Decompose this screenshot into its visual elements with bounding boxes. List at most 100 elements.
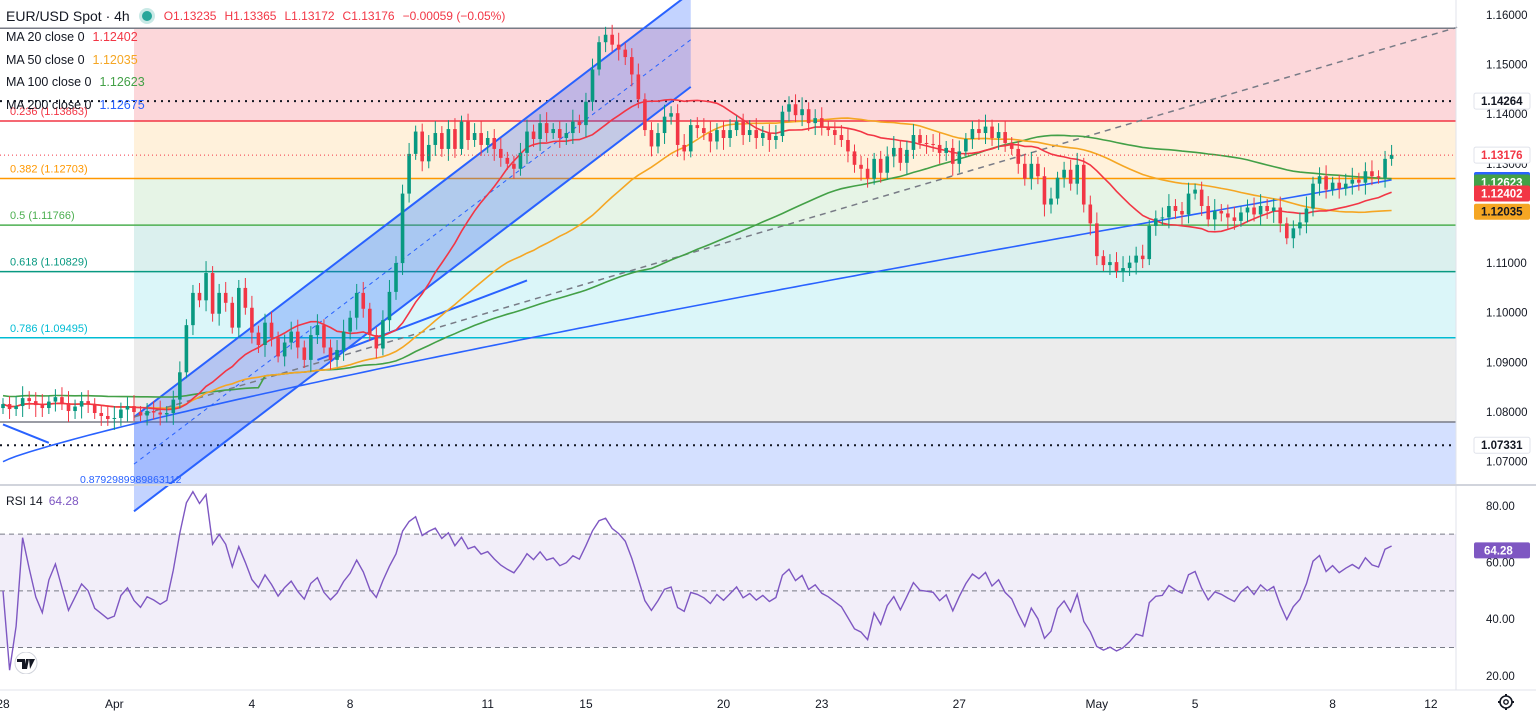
price-tick-label: 1.10000 [1486, 308, 1528, 320]
candle-body [905, 149, 909, 163]
candle-body [354, 292, 359, 318]
ma-legend-value: 1.12675 [99, 97, 145, 112]
trend-line-dashed [133, 26, 1458, 418]
time-tick-label: Apr [105, 697, 124, 711]
candle-body [544, 123, 549, 134]
candle-body [223, 292, 228, 303]
candle-body [73, 406, 77, 412]
candle-body [584, 101, 588, 126]
rsi-tick-label: 60.00 [1486, 558, 1515, 570]
candle-body [1147, 225, 1152, 260]
candle-body [472, 133, 477, 140]
candle-body [859, 164, 863, 169]
candle-body [1088, 204, 1093, 224]
candle-body [1140, 255, 1145, 260]
fib-zone [134, 271, 1456, 338]
fib-level-label: 0.786 (1.09495) [10, 323, 88, 335]
symbol-header: EUR/USD Spot · 4h O1.13235 H1.13365 L1.1… [6, 6, 505, 26]
candle-body [269, 322, 274, 338]
gear-icon[interactable] [1497, 693, 1515, 711]
candle-body [20, 398, 25, 407]
candle-body [682, 144, 686, 152]
ma-legend-list: MA 20 close 0 1.12402 MA 50 close 0 1.12035… [6, 26, 505, 116]
candle-body [1291, 228, 1296, 239]
candle-body [1003, 132, 1007, 143]
candle-body [164, 413, 169, 415]
candle-body [1258, 206, 1263, 215]
candle-body [702, 128, 706, 134]
candle-body [1167, 206, 1171, 218]
candle-body [7, 404, 12, 410]
candle-body [1068, 169, 1073, 184]
candle-body [937, 144, 942, 153]
candle-body [531, 131, 536, 139]
rsi-tick-label: 80.00 [1486, 501, 1515, 513]
candle-body [112, 417, 117, 419]
candle-body [446, 129, 451, 149]
time-tick-label: 23 [815, 697, 829, 711]
ma20-line [2, 98, 1392, 411]
candle-body [1029, 163, 1034, 179]
price-label-badge [1474, 185, 1530, 202]
candle-body [66, 403, 71, 412]
candle-body [1134, 255, 1138, 263]
symbol-title[interactable]: EUR/USD Spot · 4h [6, 8, 130, 24]
candle-body [1285, 223, 1289, 239]
rsi-line [2, 490, 1392, 671]
candle-body [86, 401, 90, 405]
tradingview-logo-icon[interactable] [12, 652, 40, 674]
candle-body [420, 131, 424, 162]
candle-body [328, 347, 333, 360]
rsi-tick-label: 20.00 [1486, 671, 1515, 683]
candle-body [1232, 217, 1237, 221]
ma-legend-row[interactable]: MA 50 close 0 1.12035 [6, 49, 505, 72]
candle-body [1101, 256, 1106, 266]
ma-legend-row[interactable]: MA 100 close 0 1.12623 [6, 71, 505, 94]
candle-body [1226, 213, 1230, 218]
candle-body [728, 130, 732, 139]
candle-body [800, 109, 804, 116]
candle-body [119, 409, 123, 418]
rsi-label[interactable]: RSI 14 [6, 494, 43, 508]
candle-body [295, 331, 300, 348]
time-tick-label: 27 [953, 697, 967, 711]
fib-level-label: 0.5 (1.11766) [10, 210, 75, 222]
candle-body [1324, 176, 1328, 190]
candle-body [983, 126, 988, 134]
candle-body [1062, 169, 1066, 178]
time-tick-label: 15 [579, 697, 593, 711]
candle-body [1127, 262, 1132, 269]
candle-body [217, 292, 221, 314]
price-tick-label: 1.07000 [1486, 457, 1528, 469]
trend-line-left [2, 423, 50, 444]
fib-zone [134, 178, 1456, 226]
candle-body [970, 129, 975, 139]
ma-legend-row[interactable]: MA 200 close 0 1.12675 [6, 94, 505, 117]
price-label-badge [1473, 436, 1531, 454]
candle-body [1389, 154, 1394, 159]
candle-body [577, 121, 582, 126]
fib-level-label: 0.618 (1.10829) [10, 257, 88, 269]
time-tick-label: 12 [1424, 697, 1438, 711]
candle-body [230, 302, 235, 328]
candle-body [852, 151, 857, 165]
candle-body [1160, 217, 1165, 219]
candle-body [1311, 183, 1315, 209]
candle-body [27, 398, 31, 402]
ma-legend-value: 1.12035 [92, 52, 138, 67]
ma-legend-row[interactable]: MA 20 close 0 1.12402 [6, 26, 505, 49]
candle-body [1199, 189, 1204, 207]
ma-legend-label: MA 20 close 0 [6, 30, 85, 45]
candle-body [734, 121, 739, 131]
ohlc-low: L1.13172 [284, 9, 335, 23]
fib-zone [134, 337, 1456, 422]
candle-body [276, 337, 280, 357]
candle-body [911, 135, 916, 150]
candle-body [505, 157, 510, 164]
candle-body [1075, 164, 1079, 184]
candle-body [413, 131, 418, 154]
candle-body [977, 129, 981, 134]
candle-body [1193, 189, 1197, 194]
candle-body [918, 135, 922, 143]
